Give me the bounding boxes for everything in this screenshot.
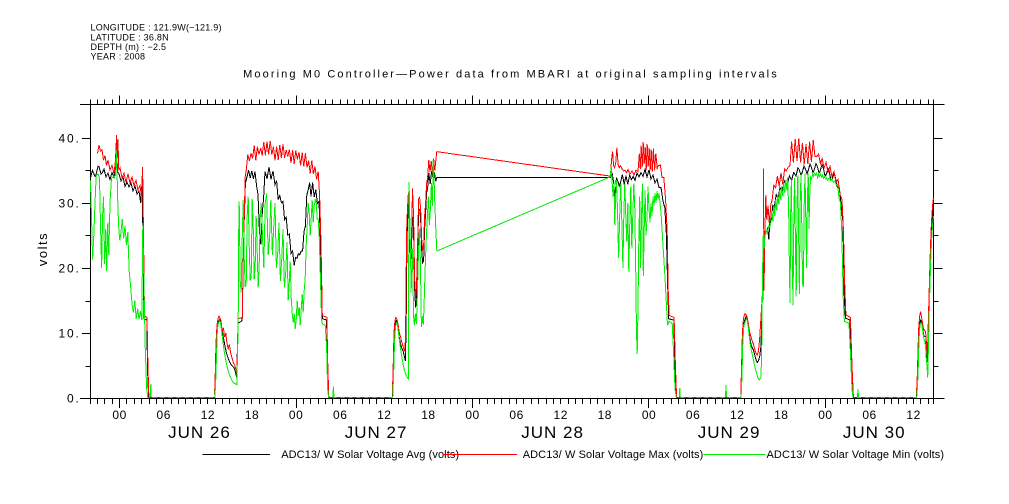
svg-text:JUN 30: JUN 30 <box>843 423 906 442</box>
svg-text:ADC13/ W Solar Voltage Min (vo: ADC13/ W Solar Voltage Min (volts) <box>767 449 945 461</box>
svg-text:18: 18 <box>774 408 788 422</box>
svg-text:18: 18 <box>421 408 435 422</box>
svg-text:30.: 30. <box>59 196 81 210</box>
svg-text:LONGITUDE : 121.9W(−121.9): LONGITUDE : 121.9W(−121.9) <box>91 23 222 33</box>
svg-text:JUN 27: JUN 27 <box>345 423 408 442</box>
svg-text:06: 06 <box>686 408 700 422</box>
svg-text:YEAR : 2008: YEAR : 2008 <box>91 52 146 62</box>
svg-text:ADC13/ W Solar Voltage Max (vo: ADC13/ W Solar Voltage Max (volts) <box>523 449 704 461</box>
svg-text:00: 00 <box>465 408 479 422</box>
svg-text:volts: volts <box>35 232 50 266</box>
svg-text:LATITUDE : 36.8N: LATITUDE : 36.8N <box>91 32 169 42</box>
svg-text:10.: 10. <box>59 326 81 340</box>
svg-text:12: 12 <box>730 408 744 422</box>
svg-text:18: 18 <box>245 408 259 422</box>
svg-text:JUN 26: JUN 26 <box>168 423 231 442</box>
svg-text:00: 00 <box>289 408 303 422</box>
svg-text:00: 00 <box>112 408 126 422</box>
svg-text:JUN 29: JUN 29 <box>698 423 761 442</box>
svg-text:JUN 28: JUN 28 <box>521 423 584 442</box>
svg-text:18: 18 <box>598 408 612 422</box>
svg-text:00: 00 <box>818 408 832 422</box>
svg-text:Mooring M0 Controller—Power da: Mooring M0 Controller—Power data from MB… <box>243 69 779 81</box>
svg-text:12: 12 <box>201 408 215 422</box>
svg-text:12: 12 <box>554 408 568 422</box>
svg-text:06: 06 <box>862 408 876 422</box>
svg-text:00: 00 <box>642 408 656 422</box>
svg-text:06: 06 <box>509 408 523 422</box>
svg-text:DEPTH (m) : −2.5: DEPTH (m) : −2.5 <box>91 42 167 52</box>
svg-text:12: 12 <box>377 408 391 422</box>
svg-text:20.: 20. <box>59 261 81 275</box>
svg-text:12: 12 <box>906 408 920 422</box>
svg-text:06: 06 <box>157 408 171 422</box>
svg-text:06: 06 <box>333 408 347 422</box>
svg-text:40.: 40. <box>59 131 81 145</box>
svg-text:0.: 0. <box>67 391 81 405</box>
svg-text:ADC13/ W Solar Voltage Avg (vo: ADC13/ W Solar Voltage Avg (volts) <box>281 449 459 461</box>
